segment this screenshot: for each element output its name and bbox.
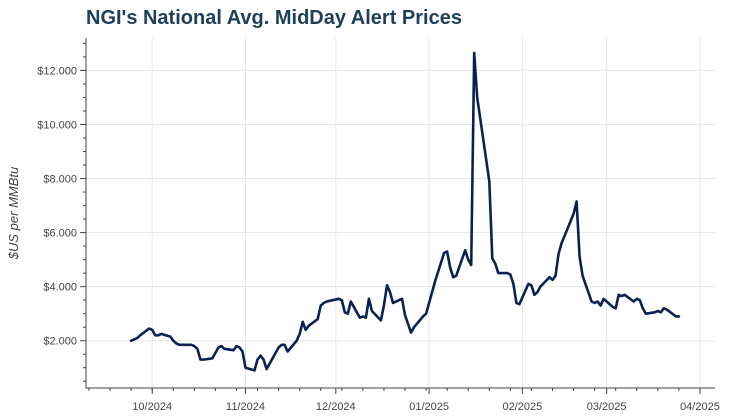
y-axis-label: $US per MMBtu <box>6 167 21 260</box>
y-tick-label: $4.000 <box>43 282 77 294</box>
x-tick-label: 12/2024 <box>316 401 356 413</box>
y-tick-label: $6.000 <box>43 228 77 240</box>
chart-title: NGI's National Avg. MidDay Alert Prices <box>86 7 462 29</box>
grid-lines <box>86 38 715 388</box>
x-tick-label: 04/2025 <box>680 401 720 413</box>
series-layer <box>129 51 681 372</box>
y-tick-label: $8.000 <box>43 174 77 186</box>
y-tick-label: $2.000 <box>43 336 77 348</box>
y-tick-label: $10.000 <box>37 119 77 131</box>
x-tick-label: 10/2024 <box>132 401 172 413</box>
x-tick-label: 01/2025 <box>409 401 449 413</box>
axes <box>80 38 715 394</box>
series-line <box>129 51 681 372</box>
x-tick-label: 11/2024 <box>226 401 265 413</box>
y-tick-label: $12.000 <box>37 65 77 77</box>
x-tick-label: 02/2025 <box>503 401 543 413</box>
x-tick-label: 03/2025 <box>587 401 627 413</box>
tick-labels: $2.000 $4.000 $6.000 $8.000 $10.000 $12.000 10… <box>37 65 720 413</box>
